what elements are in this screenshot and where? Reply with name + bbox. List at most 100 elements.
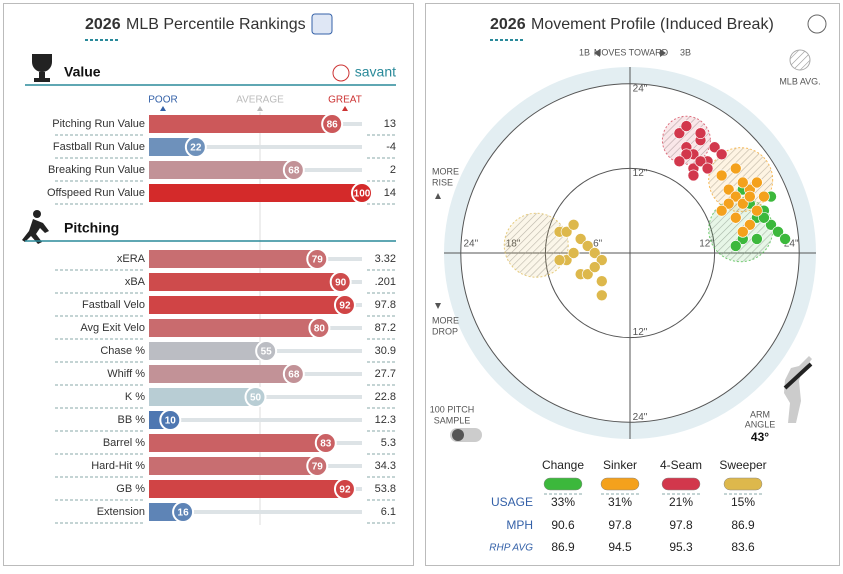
pitcher-icon [33, 210, 41, 218]
help-icon[interactable] [807, 14, 827, 34]
percentile-label: 50 [250, 393, 262, 404]
pitch-dot [553, 254, 566, 266]
row-value: .201 [375, 276, 396, 288]
pitch-dot [729, 162, 742, 175]
percentile-bar [149, 365, 294, 383]
percentile-label: 79 [312, 462, 324, 473]
v-tick-label: 12" [633, 168, 648, 179]
pitch-dot [729, 190, 742, 203]
percentile-bubble [333, 478, 356, 500]
pitch-dot [694, 155, 707, 168]
percentile-label: 80 [314, 324, 326, 335]
avg-legend-icon [789, 49, 811, 71]
row-label: USAGE [491, 495, 533, 509]
cell: 90.6 [551, 518, 575, 532]
pitch-dot [751, 233, 763, 245]
pitch-dot [736, 197, 749, 210]
cell: 94.5 [608, 540, 632, 554]
percentile-label: 16 [178, 508, 190, 519]
pitch-dot [736, 176, 749, 189]
cell: 15% [731, 495, 755, 509]
cell: 21% [669, 495, 693, 509]
row-value: 6.1 [381, 506, 396, 518]
pitch-name: Change [542, 458, 584, 472]
percentile-bar [149, 434, 326, 452]
percentile-bar [149, 296, 345, 314]
mlb-avg-zone [503, 212, 569, 278]
percentile-label: 92 [339, 485, 351, 496]
v-tick-label: 24" [633, 412, 648, 423]
pitch-dot [574, 233, 587, 245]
pitch-dot [729, 240, 742, 252]
row-value: 12.3 [375, 414, 396, 426]
pitch-dot [588, 261, 601, 273]
toggle-knob[interactable] [452, 429, 464, 441]
pitch-pill [723, 477, 763, 491]
percentile-bubble [255, 340, 278, 362]
trophy-icon [32, 54, 52, 82]
percentile-label: 100 [354, 189, 371, 200]
row-value: 22.8 [375, 391, 396, 403]
panel-title: Movement Profile (Induced Break) [531, 16, 774, 33]
pitch-dot [588, 247, 601, 259]
cell: 86.9 [551, 540, 575, 554]
cell: 86.9 [731, 518, 755, 532]
percentile-label: 10 [165, 416, 177, 427]
percentile-bar [149, 342, 267, 360]
scale-marker [160, 106, 166, 111]
cell: 95.3 [669, 540, 693, 554]
percentile-bubble [159, 409, 182, 431]
arm-angle-value: 43° [751, 430, 769, 444]
row-label: MPH [506, 518, 533, 532]
arm-angle-label: ARM [750, 409, 770, 419]
savant-icon [332, 64, 350, 82]
percentile-bubble [329, 271, 352, 293]
row-label: Barrel % [103, 437, 145, 449]
row-label: Offspeed Run Value [47, 187, 145, 199]
v-tick-label: 24" [633, 83, 648, 94]
arrow [435, 193, 441, 199]
pitch-dot [673, 127, 686, 139]
row-label: Chase % [100, 345, 145, 357]
row-label: Breaking Run Value [48, 164, 145, 176]
percentile-bubble [172, 501, 195, 523]
arm-angle-line [783, 362, 813, 390]
pitch-dot [772, 226, 784, 238]
pitch-dot [560, 226, 573, 238]
percentile-label: 22 [190, 143, 202, 154]
pitch-dot [715, 169, 728, 182]
pitch-dot [595, 254, 608, 266]
section-title: Pitching [64, 220, 119, 236]
pitch-dot [765, 219, 777, 231]
v-tick-label: 12" [633, 327, 648, 338]
percentile-bubble [333, 294, 356, 316]
direction-label: 3B [680, 47, 691, 57]
row-value: 14 [384, 187, 396, 199]
pitch-dot [744, 190, 756, 203]
row-label: xERA [117, 253, 146, 265]
h-tick-label: 6" [593, 239, 603, 250]
section-title: Value [64, 64, 101, 80]
row-value: 87.2 [375, 322, 396, 334]
panel-title: MLB Percentile Rankings [126, 16, 306, 33]
pitch-dot [701, 162, 714, 175]
percentile-bar [149, 250, 318, 268]
pitch-dot [744, 219, 756, 231]
row-value: 3.32 [375, 253, 396, 265]
sample-label: 100 PITCH [430, 404, 475, 414]
row-label: Fastball Run Value [53, 141, 145, 153]
percentile-bar [149, 138, 196, 156]
scale-marker [342, 106, 348, 111]
direction-label: 1B [579, 47, 590, 57]
pitch-dot [729, 211, 742, 224]
percentile-bubble [308, 317, 331, 339]
percentile-bar [149, 161, 294, 179]
pitch-dot [736, 226, 749, 238]
pitch-dot [708, 141, 721, 154]
pitch-pill [543, 477, 583, 491]
pitch-dot [751, 204, 763, 217]
percentile-bar [149, 273, 341, 291]
percentile-label: 92 [339, 301, 351, 312]
row-label: BB % [117, 414, 145, 426]
pitch-dot [595, 289, 608, 302]
